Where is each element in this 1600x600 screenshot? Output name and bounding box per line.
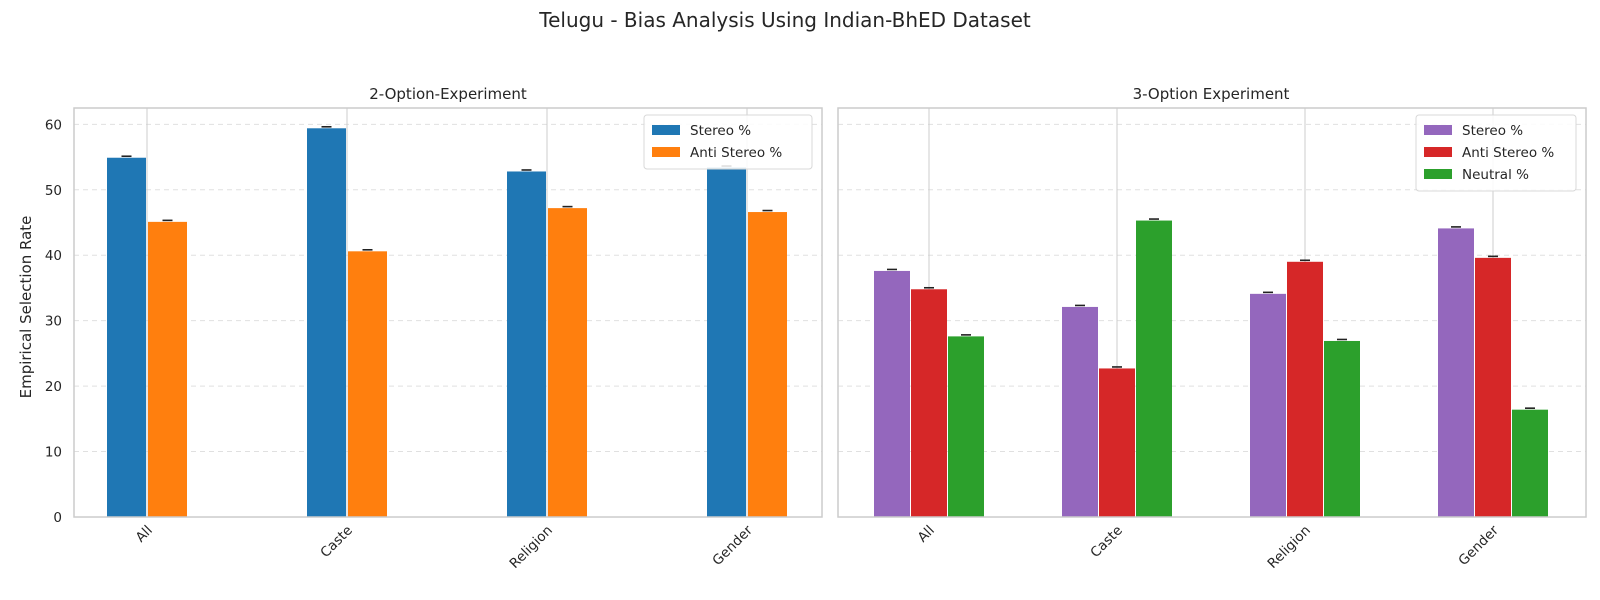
bar-3-option-anti-stereo-caste [1099, 368, 1135, 517]
bar-2-option-stereo-gender [707, 167, 746, 517]
legend-swatch-2-option-1 [652, 147, 680, 157]
figure-title: Telugu - Bias Analysis Using Indian-BhED… [538, 8, 1031, 32]
bar-3-option-neutral-caste [1136, 220, 1172, 517]
y-tick-label-10: 10 [45, 445, 62, 461]
y-tick-label-20: 20 [45, 379, 62, 395]
bar-3-option-stereo-all [874, 270, 910, 517]
legend-label-2-option-0: Stereo % [690, 123, 751, 139]
panel-2-option: 2-Option-Experiment 0 10 20 30 40 50 60 All Cast… [45, 85, 823, 572]
legend-swatch-2-option-0 [652, 125, 680, 135]
legend-2-option: Stereo % Anti Stereo % [643, 114, 813, 170]
plot-frame-3-option [837, 107, 1587, 518]
legend-label-3-option-2: Neutral % [1462, 167, 1529, 183]
plot-frame-2-option [73, 107, 823, 518]
bar-2-option-stereo-all [107, 157, 146, 517]
bar-2-option-stereo-religion [507, 171, 546, 517]
bar-3-option-stereo-religion [1250, 293, 1286, 517]
x-tick-label-gender: Gender [1455, 522, 1502, 569]
y-tick-label-50: 50 [45, 183, 62, 199]
bar-2-option-stereo-caste [307, 128, 346, 517]
x-tick-label-all: All [915, 523, 938, 546]
x-tick-label-all: All [133, 523, 156, 546]
y-tick-label-60: 60 [45, 117, 62, 133]
legend-box-2-option [643, 114, 813, 170]
legend-swatch-3-option-2 [1424, 169, 1452, 179]
panel-title-3-option: 3-Option Experiment [1133, 85, 1290, 103]
bar-2-option-anti-stereo-caste [348, 251, 387, 517]
legend-3-option: Stereo % Anti Stereo % Neutral % [1415, 114, 1577, 192]
legend-box-3-option [1415, 114, 1577, 192]
legend-swatch-3-option-1 [1424, 147, 1452, 157]
panel-title-2-option: 2-Option-Experiment [369, 85, 527, 103]
bar-2-option-anti-stereo-all [148, 221, 187, 517]
bar-3-option-stereo-gender [1438, 228, 1474, 517]
bar-3-option-neutral-religion [1324, 340, 1360, 517]
legend-label-3-option-0: Stereo % [1462, 123, 1523, 139]
bar-3-option-anti-stereo-religion [1287, 261, 1323, 517]
bar-2-option-anti-stereo-religion [548, 208, 587, 517]
legend-label-3-option-1: Anti Stereo % [1462, 145, 1554, 161]
x-tick-label-caste: Caste [1087, 523, 1125, 561]
legend-swatch-3-option-0 [1424, 125, 1452, 135]
bar-3-option-anti-stereo-gender [1475, 257, 1511, 517]
bar-3-option-stereo-caste [1062, 306, 1098, 517]
y-tick-label-40: 40 [45, 248, 62, 264]
x-tick-label-gender: Gender [709, 522, 756, 569]
bar-3-option-anti-stereo-all [911, 289, 947, 517]
y-tick-label-30: 30 [45, 314, 62, 330]
x-tick-label-religion: Religion [1265, 523, 1314, 572]
legend-label-2-option-1: Anti Stereo % [690, 145, 782, 161]
bar-2-option-anti-stereo-gender [748, 212, 787, 517]
x-tick-label-religion: Religion [507, 523, 556, 572]
bar-3-option-neutral-gender [1512, 409, 1548, 517]
y-axis-label: Empirical Selection Rate [17, 216, 35, 399]
x-tick-label-caste: Caste [317, 523, 355, 561]
y-tick-label-0: 0 [53, 510, 62, 526]
bar-3-option-neutral-all [948, 336, 984, 517]
panel-3-option: 3-Option Experiment All Caste Religion Gend… [837, 85, 1587, 572]
